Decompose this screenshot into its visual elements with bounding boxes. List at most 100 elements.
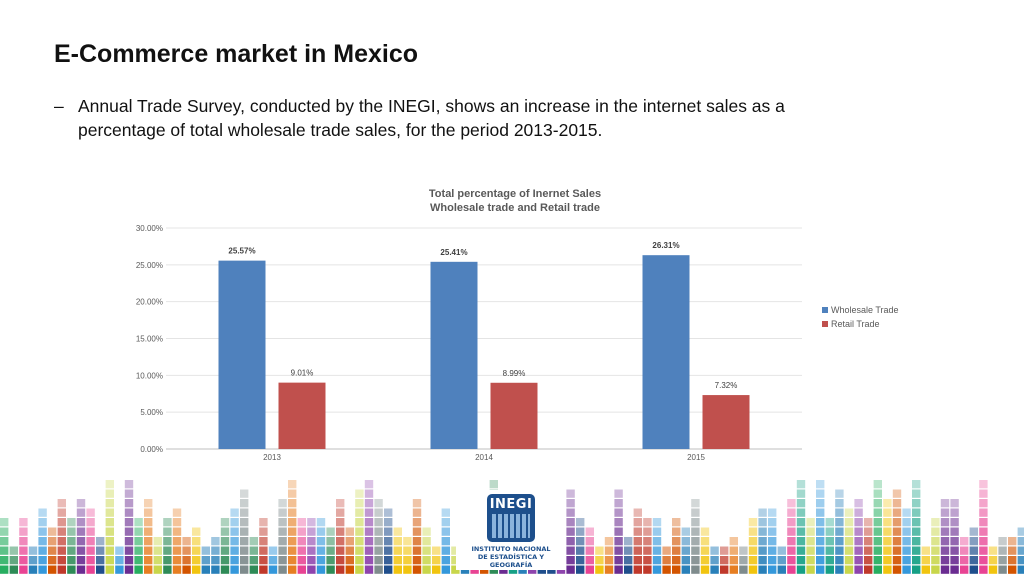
footer-bar-cell	[883, 565, 892, 574]
footer-bar-cell	[249, 546, 258, 555]
footer-bar-cell	[595, 556, 604, 565]
footer-bar-cell	[288, 518, 297, 527]
footer-bar-cell	[643, 527, 652, 536]
footer-bar-cell	[796, 508, 806, 517]
footer-bar-cell	[566, 537, 575, 546]
footer-bar-cell	[451, 546, 460, 555]
footer-bar-cell	[278, 499, 287, 508]
footer-bar-cell	[172, 527, 182, 536]
footer-bar-cell	[825, 518, 834, 527]
footer-bar-cell	[585, 537, 594, 546]
footer-bar-cell	[748, 546, 758, 555]
footer-bar-cell	[643, 537, 652, 546]
footer-bar-cell	[796, 537, 806, 546]
footer-bar-cell	[441, 565, 450, 574]
footer-bar-cell	[691, 565, 700, 574]
footer-bar-cell	[192, 537, 201, 546]
data-label: 8.99%	[503, 369, 526, 378]
footer-bar-cell	[48, 546, 57, 555]
footer-bar-cell	[28, 546, 38, 555]
footer-bar-cell	[412, 499, 422, 508]
footer-bar-cell	[662, 556, 671, 565]
footer-bar-cell	[739, 556, 748, 565]
footer-bar-cell	[412, 556, 422, 565]
footer-bar-cell	[422, 537, 431, 546]
footer-bar-cell	[796, 518, 806, 527]
footer-bar-cell	[278, 546, 287, 555]
footer-bar-cell	[758, 546, 767, 555]
footer-bar-cell	[144, 537, 153, 546]
footer-bar-cell	[403, 537, 412, 546]
footer-bar-cell	[950, 556, 959, 565]
footer-bar-cell	[1008, 565, 1017, 574]
footer-bar-cell	[220, 556, 230, 565]
footer-bar-cell	[844, 508, 854, 517]
footer-bar-cell	[748, 556, 758, 565]
footer-bar-cell	[182, 546, 191, 555]
footer-bar-cell	[739, 565, 748, 574]
footer-bar-cell	[192, 556, 201, 565]
footer-bar-cell	[758, 518, 767, 527]
footer-bar-cell	[806, 565, 815, 574]
footer-bar-cell	[979, 480, 988, 489]
footer-bar-cell	[355, 537, 364, 546]
footer-bar-cell	[969, 537, 978, 546]
footer-bar-cell	[57, 527, 66, 536]
footer-bar-cell	[643, 518, 652, 527]
footer-bar-cell	[643, 556, 652, 565]
footer-bar-cell	[48, 537, 57, 546]
footer-bar-cell	[710, 546, 719, 555]
footer-bar-cell	[787, 565, 796, 574]
footer-bar-cell	[787, 508, 796, 517]
footer-bar-cell	[720, 556, 729, 565]
footer-bar-cell	[672, 556, 681, 565]
footer-bar-cell	[633, 508, 642, 517]
footer-bar-cell	[624, 546, 633, 555]
slide-title: E-Commerce market in Mexico	[54, 40, 419, 68]
footer-bar-cell	[124, 499, 134, 508]
footer-bar-cell	[681, 546, 690, 555]
footer-bar-cell	[19, 537, 28, 546]
footer-bar-cell	[211, 565, 220, 574]
footer-bar-cell	[614, 556, 623, 565]
footer-bar-cell	[336, 499, 345, 508]
footer-bar-cell	[633, 546, 642, 555]
footer-bar-cell	[720, 546, 729, 555]
footer-bar-cell	[336, 546, 345, 555]
footer-bar-cell	[57, 556, 66, 565]
footer-bar-cell	[144, 499, 153, 508]
footer-bar-cell	[384, 508, 393, 517]
footer-bar-cell	[384, 527, 393, 536]
footer-bar-cell	[163, 565, 172, 574]
footer-bar-cell	[816, 508, 825, 517]
footer-bar-cell	[0, 565, 9, 574]
footer-bar-cell	[105, 527, 114, 536]
footer-bar-cell	[825, 546, 834, 555]
footer-bar-cell	[105, 546, 114, 555]
footer-bar-cell	[182, 537, 191, 546]
footer-bar-cell	[220, 537, 230, 546]
footer-bar-cell	[816, 489, 825, 498]
footer-bar-cell	[604, 537, 614, 546]
footer-bar-cell	[576, 556, 585, 565]
footer-bar-cell	[105, 537, 114, 546]
footer-bar-cell	[969, 546, 978, 555]
footer-bar-cell	[393, 556, 402, 565]
footer-bar-cell	[921, 546, 930, 555]
footer-bar-cell	[115, 565, 124, 574]
footer-bar-cell	[672, 565, 681, 574]
footer-bar-cell	[844, 565, 854, 574]
footer-bar-cell	[902, 565, 911, 574]
footer-bar-cell	[998, 546, 1007, 555]
footer-bar-cell	[576, 527, 585, 536]
footer-bar-cell	[748, 518, 758, 527]
footer-bar-cell	[48, 556, 57, 565]
footer-bar-cell	[902, 537, 911, 546]
footer-bar-cell	[364, 480, 374, 489]
footer-bar-cell	[624, 537, 633, 546]
footer-bar-cell	[624, 556, 633, 565]
footer-bar-cell	[796, 499, 806, 508]
footer-bar-cell	[144, 565, 153, 574]
footer-bar-cell	[902, 556, 911, 565]
footer-bar-cell	[806, 527, 815, 536]
